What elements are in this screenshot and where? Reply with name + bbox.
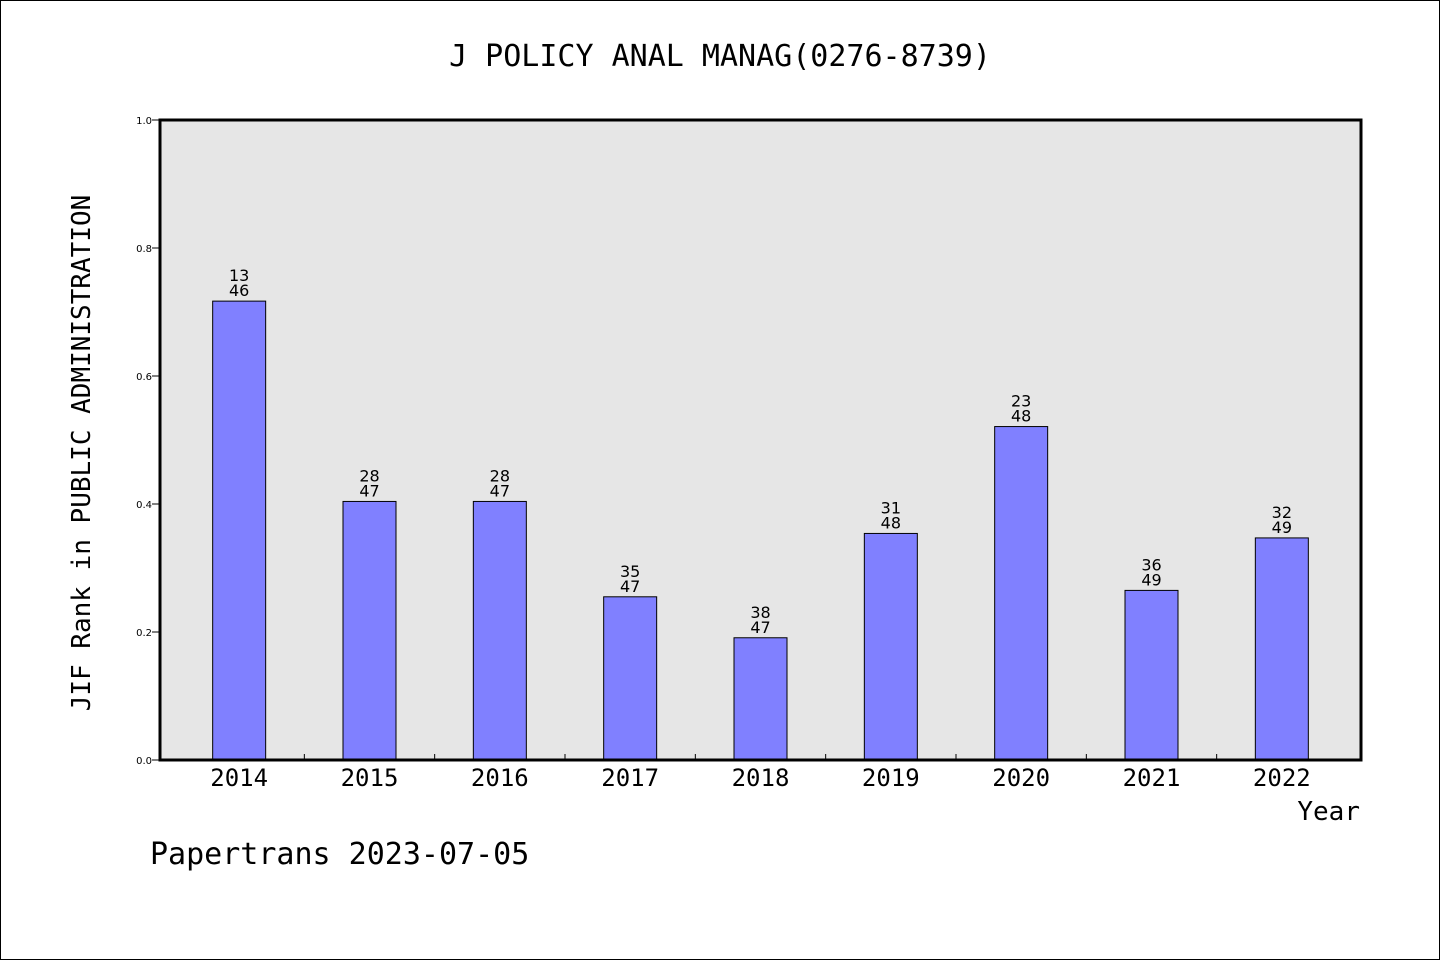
bar-label-total: 48 xyxy=(1011,407,1031,426)
bar-2016 xyxy=(472,500,527,761)
y-tick-label: 0.2 xyxy=(136,628,152,639)
y-axis: 0.0 0.2 0.4 0.6 0.8 1.0 xyxy=(136,116,160,767)
bar-label-rank: 35 xyxy=(620,562,640,581)
bar-2018 xyxy=(733,637,788,761)
bar-2015 xyxy=(342,500,397,761)
x-axis: 2014 2015 2016 2017 2018 2019 2020 2021 2022 xyxy=(210,754,1311,792)
bar-label-total: 49 xyxy=(1141,570,1161,589)
bar-label-rank: 28 xyxy=(490,466,510,485)
bar-label-total: 47 xyxy=(490,481,510,500)
bar-2021 xyxy=(1124,589,1179,761)
x-tick-label: 2015 xyxy=(341,764,399,792)
chart-title: J POLICY ANAL MANAG(0276-8739) xyxy=(449,39,991,74)
x-tick-label: 2022 xyxy=(1253,764,1311,792)
bar-label-total: 48 xyxy=(881,513,901,532)
x-tick-label: 2018 xyxy=(732,764,790,792)
bars-group xyxy=(212,300,1309,761)
bar-label-rank: 31 xyxy=(881,498,901,517)
y-tick-label: 0.0 xyxy=(136,756,152,767)
x-axis-title: Year xyxy=(1297,797,1360,827)
y-axis-title: JIF Rank in PUBLIC ADMINISTRATION xyxy=(67,195,97,712)
bar-label-total: 46 xyxy=(229,281,249,300)
y-tick-label: 1.0 xyxy=(136,116,152,127)
bar-2022 xyxy=(1254,537,1309,761)
x-tick-label: 2014 xyxy=(210,764,268,792)
bar-label-total: 47 xyxy=(620,577,640,596)
bar-label-rank: 23 xyxy=(1011,392,1031,411)
x-tick-label: 2016 xyxy=(471,764,529,792)
y-tick-label: 0.8 xyxy=(136,244,152,255)
plot-border xyxy=(158,118,1363,762)
bar-label-total: 47 xyxy=(750,618,770,637)
bar-label-rank: 13 xyxy=(229,266,249,285)
bar-label-total: 49 xyxy=(1272,518,1292,537)
x-tick-label: 2017 xyxy=(601,764,659,792)
x-tick-label: 2020 xyxy=(992,764,1050,792)
bar-2014 xyxy=(212,300,267,761)
bar-label-rank: 38 xyxy=(750,603,770,622)
bar-label-rank: 28 xyxy=(359,466,379,485)
bar-label-total: 47 xyxy=(359,481,379,500)
y-tick-label: 0.6 xyxy=(136,372,152,383)
bar-label-rank: 36 xyxy=(1141,555,1161,574)
bar-2019 xyxy=(863,532,918,761)
bar-label-rank: 32 xyxy=(1272,503,1292,522)
bar-2020 xyxy=(994,426,1049,761)
bar-2017 xyxy=(603,596,658,761)
x-tick-label: 2019 xyxy=(862,764,920,792)
y-tick-label: 0.4 xyxy=(136,500,152,511)
footer-text: Papertrans 2023-07-05 xyxy=(150,837,529,872)
x-tick-label: 2021 xyxy=(1123,764,1181,792)
